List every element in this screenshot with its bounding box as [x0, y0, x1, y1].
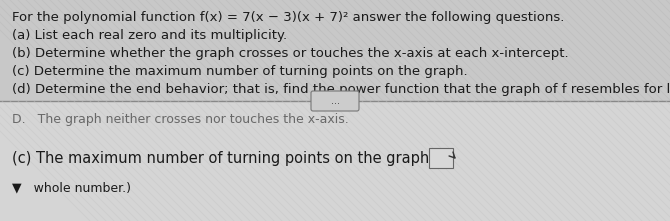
- Text: (c) The maximum number of turning points on the graph is: (c) The maximum number of turning points…: [12, 151, 446, 166]
- Text: (b) Determine whether the graph crosses or touches the x-axis at each x-intercep: (b) Determine whether the graph crosses …: [12, 47, 569, 60]
- Text: ▼   whole number.): ▼ whole number.): [12, 181, 131, 194]
- FancyBboxPatch shape: [429, 148, 453, 168]
- Text: (c) Determine the maximum number of turning points on the graph.: (c) Determine the maximum number of turn…: [12, 65, 468, 78]
- Text: ...: ...: [330, 96, 340, 106]
- Bar: [0, 102, 670, 221]
- FancyBboxPatch shape: [311, 91, 359, 111]
- Text: (d) Determine the end behavior; that is, find the power function that the graph : (d) Determine the end behavior; that is,…: [12, 83, 670, 96]
- Text: D.   The graph neither crosses nor touches the x-axis.: D. The graph neither crosses nor touches…: [12, 113, 349, 126]
- Text: (a) List each real zero and its multiplicity.: (a) List each real zero and its multipli…: [12, 29, 287, 42]
- Text: For the polynomial function f(x) = 7(x − 3)(x + 7)² answer the following questio: For the polynomial function f(x) = 7(x −…: [12, 11, 564, 24]
